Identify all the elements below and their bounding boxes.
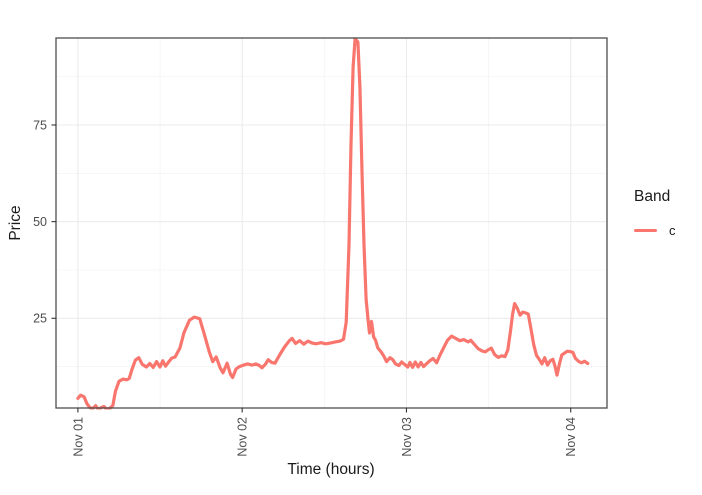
x-tick-label: Nov 01 — [71, 417, 85, 457]
y-tick-label: 75 — [33, 118, 47, 132]
legend-item-label: c — [669, 223, 676, 238]
x-tick-label: Nov 03 — [400, 417, 414, 457]
y-tick-label: 50 — [33, 215, 47, 229]
y-axis-title: Price — [7, 205, 24, 241]
x-tick-label: Nov 04 — [564, 417, 578, 457]
x-tick-label: Nov 02 — [236, 417, 250, 457]
panel-background — [56, 38, 607, 408]
panel-border — [55, 37, 608, 409]
y-tick-label: 25 — [33, 312, 47, 326]
legend-title: Band — [634, 188, 671, 205]
legend-item-c: c — [634, 223, 676, 238]
series-line-c — [76, 37, 590, 410]
legend-key-line-icon — [634, 228, 657, 233]
legend: Band c — [634, 188, 676, 238]
x-axis-title: Time (hours) — [287, 461, 375, 478]
